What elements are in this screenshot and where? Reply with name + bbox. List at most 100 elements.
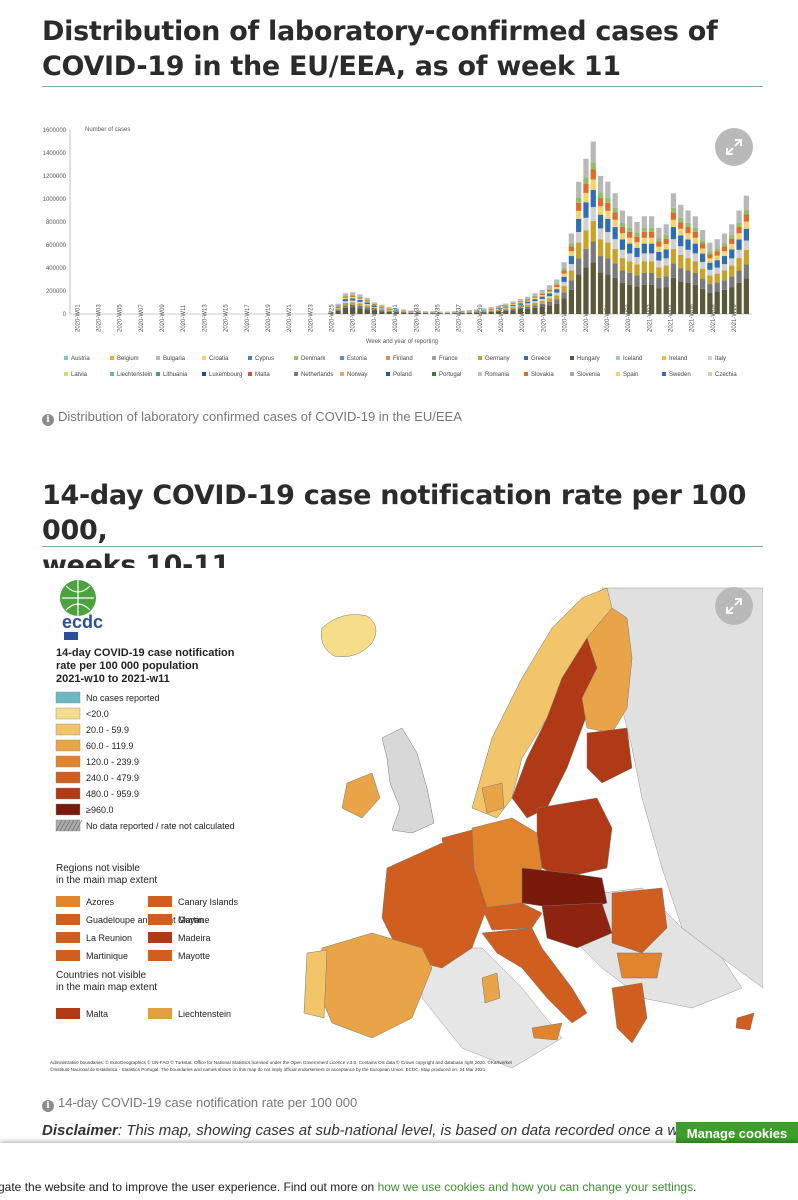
legend-label: Czechia (715, 372, 737, 378)
bar-segment (386, 309, 392, 311)
bar-segment (627, 261, 633, 273)
legend-label: Slovakia (531, 372, 554, 378)
bar-segment (350, 294, 356, 296)
bar-segment (532, 299, 538, 302)
bar-segment (393, 310, 400, 312)
expand-icon[interactable] (715, 587, 753, 625)
bar-segment (568, 256, 575, 265)
bar-segment (561, 286, 567, 293)
bar-segment (568, 270, 575, 281)
bar-segment (568, 280, 575, 290)
bar-segment (605, 202, 611, 211)
bar-segment (364, 300, 370, 302)
bar-segment (517, 299, 523, 301)
bar-segment (663, 249, 669, 259)
cookie-settings-link[interactable]: how we use cookies and how you can chang… (377, 1180, 694, 1194)
bar-segment (342, 302, 349, 306)
bar-segment (357, 305, 363, 309)
map-class-swatch (55, 755, 81, 768)
bar-segment (393, 308, 400, 309)
bar-segment (605, 218, 611, 233)
region-swatch (56, 896, 80, 907)
y-tick-label: 1400000 (43, 151, 67, 157)
bar-segment (729, 265, 735, 277)
bar-segment (648, 231, 655, 238)
bar-segment (692, 231, 698, 238)
bar-segment (590, 169, 596, 180)
x-tick-label: 2020-W23 (308, 304, 314, 332)
x-tick-label: 2020-W35 (435, 304, 441, 332)
bar-segment (707, 258, 713, 263)
bar-segment (590, 220, 596, 242)
bar-segment (357, 301, 363, 304)
bar-segment (692, 261, 698, 273)
bar-segment (612, 263, 618, 278)
bar-segment (517, 305, 523, 308)
bar-segment (670, 277, 677, 314)
baltics-region (586, 727, 633, 784)
bar-segment (517, 301, 523, 303)
region-label: Madeira (178, 933, 211, 943)
map-class-label: No data reported / rate not calculated (86, 821, 235, 831)
x-tick-label: 2020-W05 (118, 304, 124, 332)
legend-swatch (110, 372, 114, 376)
bar-segment (641, 253, 647, 262)
bar-segment (539, 292, 545, 294)
bar-segment (546, 285, 553, 289)
bar-segment (699, 268, 706, 279)
bar-segment (714, 239, 720, 249)
bar-segment (743, 250, 749, 265)
bar-segment (539, 296, 545, 300)
x-tick-label: 2020-W21 (287, 304, 293, 332)
bar-segment (350, 304, 356, 308)
bar-segment (597, 214, 604, 229)
bar-segment (386, 311, 392, 314)
bar-segment (699, 253, 706, 262)
bar-segment (568, 251, 575, 257)
region-swatch (148, 950, 172, 961)
bar-segment (328, 313, 334, 314)
bar-segment (663, 258, 669, 266)
expand-icon[interactable] (715, 128, 753, 166)
bar-segment (488, 307, 494, 308)
bar-segment (576, 181, 582, 198)
bar-segment (736, 270, 742, 283)
legend-swatch (64, 372, 68, 376)
ireland-region (341, 772, 381, 819)
portugal-region (303, 949, 328, 1019)
bar-segment (525, 298, 531, 300)
bar-segment (371, 307, 378, 310)
manage-cookies-button[interactable]: Manage cookies (676, 1122, 798, 1146)
bar-segment (546, 291, 553, 294)
bar-segment (699, 240, 706, 244)
bar-segment (342, 297, 349, 300)
cases-chart-figure[interactable]: Number of cases 1600000 1400000 1200000 100… (42, 115, 763, 385)
bar-segment (554, 295, 560, 300)
rate-map-figure[interactable]: ecdc 14-day COVID-19 case notification r… (42, 568, 764, 1086)
bar-segment (357, 296, 363, 298)
map-legend-title-3: 2021-w10 to 2021-w11 (56, 673, 170, 685)
region-swatch (56, 950, 80, 961)
bar-segment (495, 308, 502, 310)
chart-section-title: Distribution of laboratory-confirmed cas… (42, 14, 718, 84)
bar-segment (597, 176, 604, 193)
region-swatch (148, 932, 172, 943)
x-tick-label: 2020-W51 (605, 304, 611, 332)
bar-segment (357, 308, 363, 314)
regions-title-1: Regions not visible (56, 863, 140, 874)
legend-swatch (662, 372, 666, 376)
bar-segment (539, 299, 545, 301)
bar-segment (379, 311, 385, 314)
bar-segment (634, 233, 640, 237)
bar-segment (605, 274, 611, 314)
bar-segment (721, 280, 728, 290)
bar-segment (714, 291, 720, 314)
legend-label: Netherlands (301, 372, 333, 378)
bar-segment (692, 243, 698, 254)
x-tick-label: 2020-W31 (393, 304, 399, 332)
bar-segment (627, 272, 633, 285)
bar-segment (670, 219, 677, 228)
legend-label: Luxembourg (209, 372, 242, 378)
y-tick-label: 1000000 (43, 197, 67, 203)
bar-segment (743, 195, 749, 210)
